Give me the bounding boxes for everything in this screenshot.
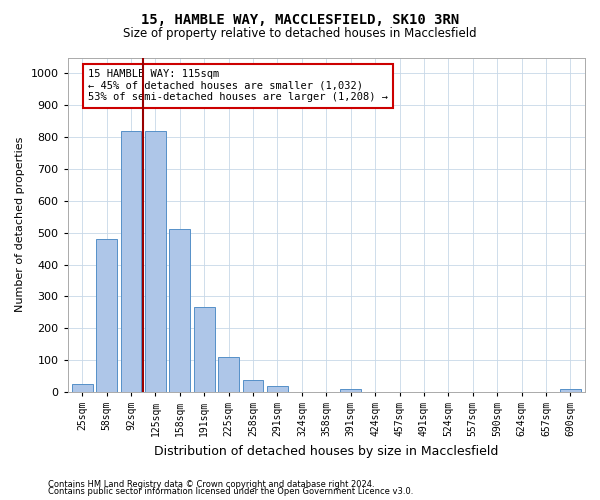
Bar xyxy=(72,384,92,392)
Bar xyxy=(169,230,190,392)
Bar xyxy=(145,130,166,392)
Bar xyxy=(218,357,239,392)
Text: 15 HAMBLE WAY: 115sqm
← 45% of detached houses are smaller (1,032)
53% of semi-d: 15 HAMBLE WAY: 115sqm ← 45% of detached … xyxy=(88,69,388,102)
Text: Contains HM Land Registry data © Crown copyright and database right 2024.: Contains HM Land Registry data © Crown c… xyxy=(48,480,374,489)
Bar xyxy=(194,308,215,392)
Text: 15, HAMBLE WAY, MACCLESFIELD, SK10 3RN: 15, HAMBLE WAY, MACCLESFIELD, SK10 3RN xyxy=(141,12,459,26)
Bar xyxy=(96,239,117,392)
X-axis label: Distribution of detached houses by size in Macclesfield: Distribution of detached houses by size … xyxy=(154,444,499,458)
Y-axis label: Number of detached properties: Number of detached properties xyxy=(15,137,25,312)
Bar xyxy=(242,380,263,392)
Text: Contains public sector information licensed under the Open Government Licence v3: Contains public sector information licen… xyxy=(48,487,413,496)
Bar xyxy=(560,390,581,392)
Text: Size of property relative to detached houses in Macclesfield: Size of property relative to detached ho… xyxy=(123,28,477,40)
Bar xyxy=(340,388,361,392)
Bar xyxy=(121,130,142,392)
Bar xyxy=(267,386,288,392)
